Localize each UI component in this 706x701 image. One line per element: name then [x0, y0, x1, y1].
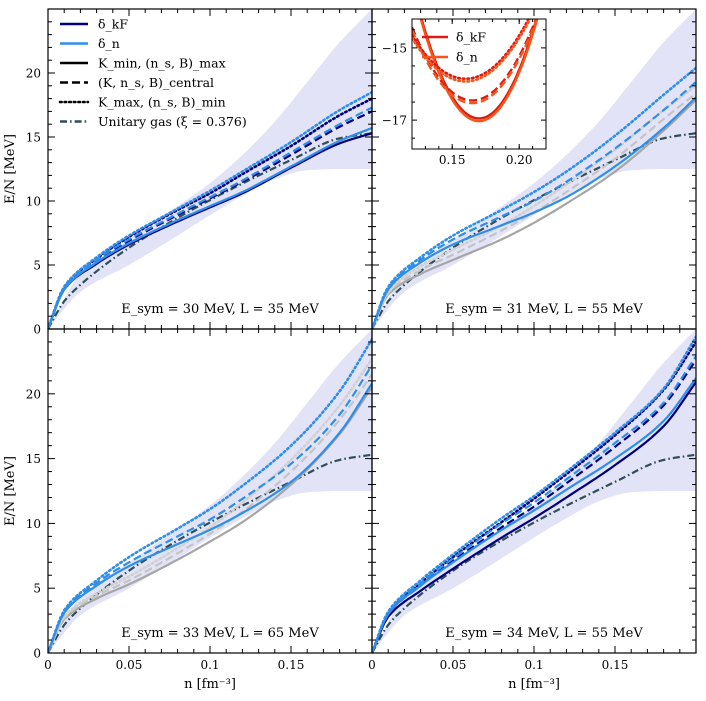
series-line — [372, 355, 696, 653]
plot-area — [48, 9, 372, 329]
series-line — [48, 373, 372, 653]
inset-curve — [412, 19, 532, 83]
y-axis-label: E/N [MeV] — [3, 456, 18, 526]
x-axis-label: n [fm⁻³] — [184, 677, 236, 692]
uncertainty-band — [48, 329, 372, 653]
x-tick-label: 0.1 — [524, 658, 543, 672]
y-tick-label: 0 — [33, 323, 41, 337]
unitary-gas-line — [48, 132, 372, 329]
legend-label: Unitary gas (ξ = 0.376) — [98, 114, 247, 129]
panel-annotation: E_sym = 33 MeV, L = 65 MeV — [121, 626, 319, 641]
series-line — [48, 382, 372, 653]
unitary-gas-line — [372, 453, 696, 653]
x-tick-label: 0.05 — [116, 658, 143, 672]
plot-area — [48, 329, 372, 653]
panel-annotation: E_sym = 34 MeV, L = 55 MeV — [445, 626, 643, 641]
inset: 0.15 0.20 −15 −17 δ_kF δ_n — [382, 18, 547, 167]
panel-1: 0 5 10 15 20 E/N [MeV] E_sym = 30 MeV, L = 35 … — [3, 8, 373, 337]
series-line — [48, 126, 372, 329]
y-tick-label: 15 — [26, 131, 41, 145]
x-tick-label: 0.05 — [440, 658, 467, 672]
inset-x-tick-label: 0.15 — [439, 153, 466, 167]
inset-x-tick-label: 0.20 — [506, 153, 533, 167]
series-line — [372, 381, 696, 653]
plot-area — [372, 329, 696, 653]
series-line — [372, 84, 696, 329]
x-tick-label: 0 — [44, 658, 52, 672]
inset-plot — [412, 19, 539, 123]
series-line — [372, 96, 696, 329]
uncertainty-band — [372, 329, 696, 653]
inset-curve — [412, 19, 531, 81]
panel-annotation: E_sym = 31 MeV, L = 55 MeV — [445, 302, 643, 317]
y-tick-label: 10 — [26, 195, 41, 209]
series-line — [372, 66, 696, 329]
legend-label: K_max, (n_s, B)_min — [98, 95, 226, 110]
series-line — [48, 97, 372, 329]
panel-4: 0 0.05 0.1 0.15 n [fm⁻³] E_sym = 34 MeV, L = … — [368, 328, 697, 692]
legend-label: δ_n — [98, 36, 120, 51]
series-line — [372, 377, 696, 653]
y-tick-label: 20 — [26, 67, 41, 81]
series-line — [48, 364, 372, 653]
plot-area — [372, 9, 696, 329]
panel-annotation: E_sym = 30 MeV, L = 35 MeV — [121, 302, 319, 317]
x-tick-label: 0 — [368, 658, 376, 672]
series-line — [372, 99, 696, 329]
series-line — [372, 359, 696, 653]
panel-3: 0 0.05 0.1 0.15 n [fm⁻³] 0 5 10 15 20 E/N [MeV] E_s… — [3, 328, 373, 692]
x-tick-label: 0.15 — [278, 658, 305, 672]
series-line — [48, 106, 372, 329]
y-tick-label: 20 — [26, 387, 41, 401]
legend-label: K_min, (n_s, B)_max — [98, 56, 226, 71]
panel-2: E_sym = 31 MeV, L = 55 MeV 0.15 0.20 −15 −17… — [371, 8, 697, 330]
inset-legend-label: δ_kF — [456, 30, 486, 45]
series-line — [48, 338, 372, 653]
inset-background — [412, 19, 546, 149]
inset-legend-label: δ_n — [456, 50, 478, 65]
y-tick-label: 15 — [26, 452, 41, 466]
y-axis-label: E/N [MeV] — [3, 134, 18, 204]
y-tick-label: 10 — [26, 517, 41, 531]
inset-curve — [412, 19, 538, 102]
series-line — [372, 335, 696, 653]
inset-curve — [419, 19, 539, 123]
y-tick-label: 0 — [33, 647, 41, 661]
uncertainty-band — [48, 9, 372, 329]
legend-label: δ_kF — [98, 17, 128, 32]
series-line — [48, 90, 372, 329]
x-tick-label: 0.1 — [200, 658, 219, 672]
inset-y-tick-label: −17 — [382, 114, 407, 128]
x-axis-label: n [fm⁻³] — [508, 677, 560, 692]
series-line — [48, 357, 372, 653]
inset-y-tick-label: −15 — [382, 41, 407, 55]
x-tick-label: 0.15 — [602, 658, 629, 672]
inset-curve — [412, 19, 539, 105]
legend-label: (K, n_s, B)_central — [98, 75, 214, 90]
legend: δ_kF δ_n K_min, (n_s, B)_max (K, n_s, B)_ce… — [58, 17, 247, 129]
y-tick-label: 5 — [33, 582, 41, 596]
y-tick-label: 5 — [33, 259, 41, 273]
